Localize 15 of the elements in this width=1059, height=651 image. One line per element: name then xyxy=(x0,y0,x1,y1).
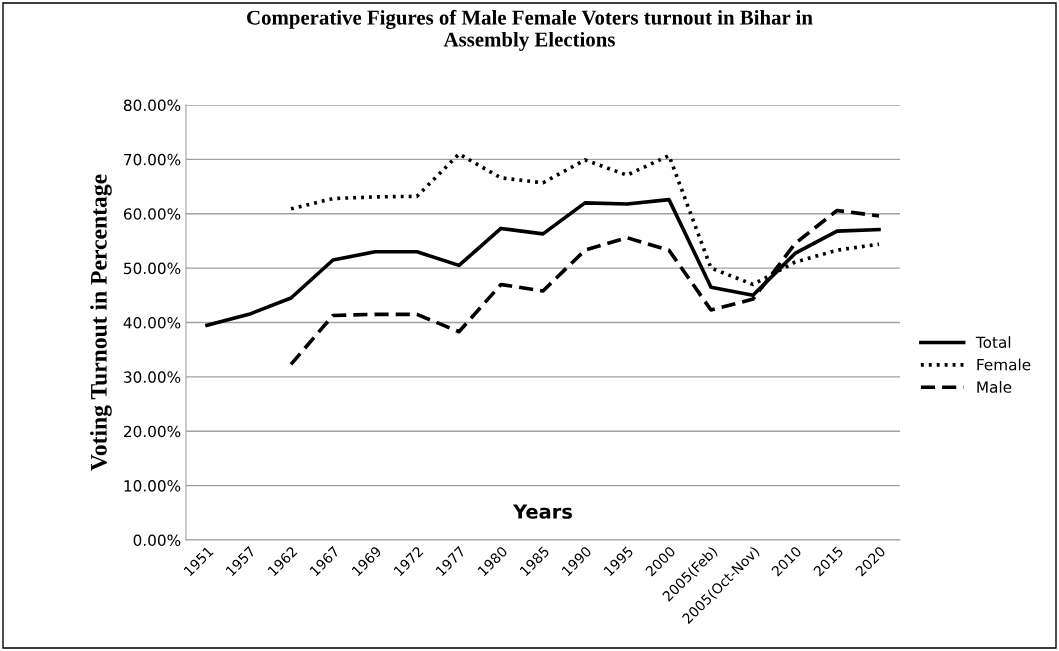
chart-title: Comperative Figures of Male Female Voters turnout in Bihar in Assembly Elections xyxy=(247,9,813,51)
y-tick-label: 20.00% xyxy=(124,425,181,438)
legend-label: Male xyxy=(977,381,1012,393)
y-axis-title: Voting Turnout in Percentage xyxy=(90,174,112,471)
y-tick-label: 50.00% xyxy=(124,262,181,275)
y-tick-label: 30.00% xyxy=(124,371,181,383)
y-tick-label: 80.00% xyxy=(123,99,181,112)
y-tick-label: 70.00% xyxy=(124,153,181,166)
legend-label: Female xyxy=(977,358,1031,371)
y-tick-label: 60.00% xyxy=(123,208,181,220)
y-tick-label: 10.00% xyxy=(124,480,181,492)
y-tick-label: 40.00% xyxy=(123,316,181,329)
legend-label: Total xyxy=(975,336,1011,349)
y-tick-label: 0.00% xyxy=(133,534,181,547)
x-axis-title: Years xyxy=(512,504,572,519)
